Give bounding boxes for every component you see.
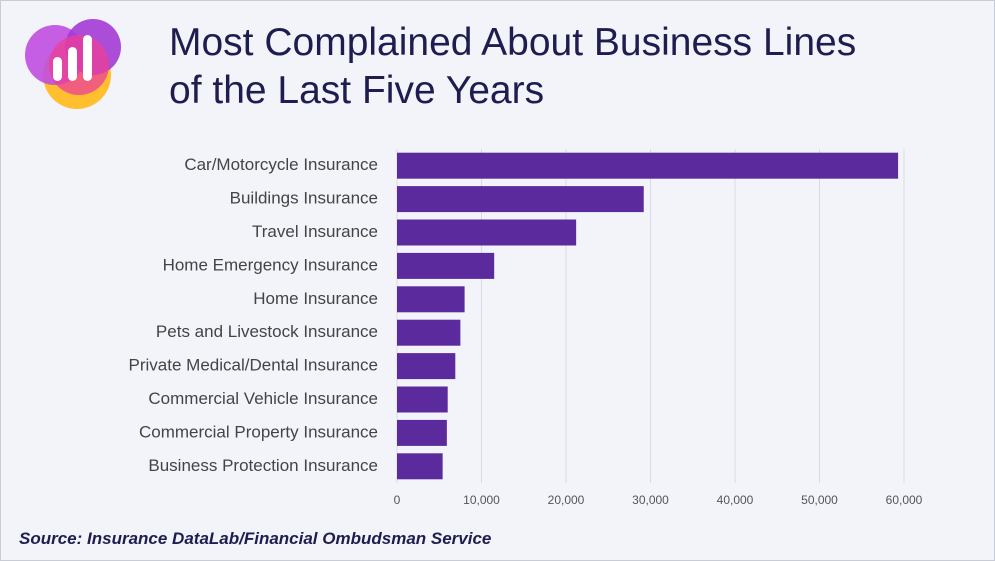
logo-bar [53, 57, 62, 81]
x-tick-label: 10,000 [463, 493, 500, 507]
chart: 0 10,000 20,000 30,000 40,000 50,000 60,000 Car… [129, 149, 923, 507]
y-tick-label: Buildings Insurance [230, 189, 378, 208]
x-tick-label: 20,000 [548, 493, 585, 507]
bar [397, 386, 448, 413]
x-tick-label: 60,000 [886, 493, 923, 507]
bar [397, 453, 443, 480]
source-note: Source: Insurance DataLab/Financial Ombu… [19, 529, 492, 548]
chart-title: Most Complained About Business Lines of … [169, 21, 857, 112]
y-tick-label: Travel Insurance [252, 222, 378, 241]
x-tick-label: 30,000 [632, 493, 669, 507]
bar [397, 419, 447, 446]
bar [397, 286, 465, 313]
x-tick-label: 0 [394, 493, 401, 507]
y-tick-label: Commercial Vehicle Insurance [148, 389, 378, 408]
y-tick-label: Business Protection Insurance [148, 456, 378, 475]
y-tick-label: Car/Motorcycle Insurance [184, 155, 378, 174]
bar [397, 252, 495, 279]
bar [397, 219, 577, 246]
bar [397, 186, 644, 213]
x-tick-label: 50,000 [801, 493, 838, 507]
logo [25, 19, 121, 109]
bar [397, 353, 456, 380]
y-tick-label: Pets and Livestock Insurance [156, 322, 378, 341]
bar [397, 152, 899, 179]
logo-circle [49, 35, 109, 95]
logo-bar [68, 47, 77, 81]
y-tick-label: Private Medical/Dental Insurance [129, 356, 378, 375]
y-tick-label: Home Insurance [253, 289, 378, 308]
y-tick-label: Commercial Property Insurance [139, 422, 378, 441]
y-tick-label: Home Emergency Insurance [163, 255, 378, 274]
logo-bar [83, 35, 92, 81]
x-tick-label: 40,000 [717, 493, 754, 507]
bar [397, 319, 461, 346]
